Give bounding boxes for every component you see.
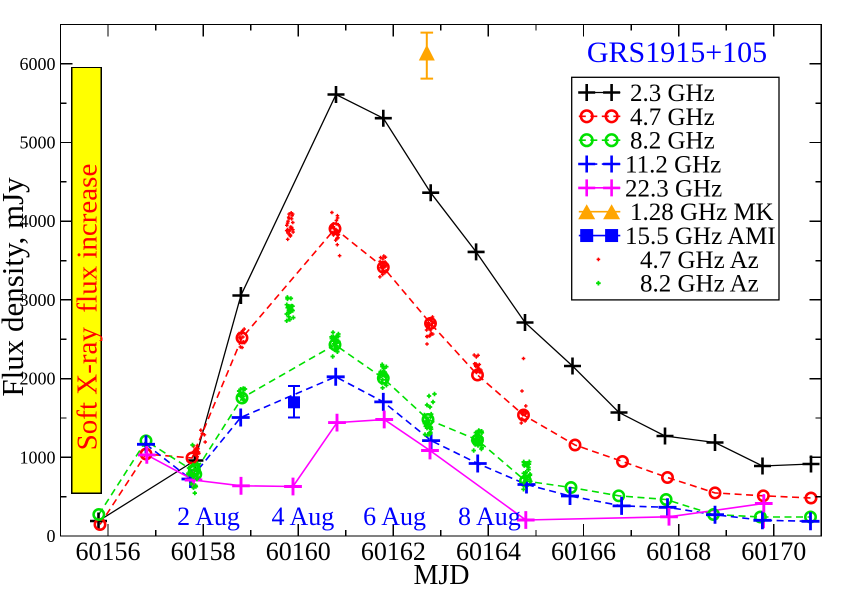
svg-text:4000: 4000	[20, 211, 56, 231]
svg-text:4.7 GHz Az: 4.7 GHz Az	[640, 247, 759, 274]
svg-text:60164: 60164	[456, 537, 521, 566]
svg-text:Flux density, mJy: Flux density, mJy	[0, 177, 30, 397]
svg-text:8.2 GHz Az: 8.2 GHz Az	[640, 271, 759, 298]
svg-text:60156: 60156	[76, 537, 141, 566]
svg-text:8.2 GHz: 8.2 GHz	[630, 128, 715, 155]
svg-text:60160: 60160	[266, 537, 331, 566]
svg-text:22.3 GHz: 22.3 GHz	[625, 175, 722, 202]
svg-text:2000: 2000	[20, 369, 56, 389]
svg-text:1.28 GHz MK: 1.28 GHz MK	[630, 199, 774, 226]
svg-text:3000: 3000	[20, 290, 56, 310]
svg-text:60158: 60158	[171, 537, 236, 566]
svg-text:MJD: MJD	[413, 560, 469, 591]
svg-text:11.2 GHz: 11.2 GHz	[625, 152, 721, 179]
svg-text:5000: 5000	[20, 133, 56, 153]
svg-text:8 Aug: 8 Aug	[458, 502, 521, 531]
svg-text:60170: 60170	[741, 537, 806, 566]
svg-text:2 Aug: 2 Aug	[177, 502, 240, 531]
svg-text:60166: 60166	[551, 537, 616, 566]
svg-text:GRS1915+105: GRS1915+105	[587, 36, 767, 69]
svg-text:1000: 1000	[20, 447, 56, 467]
svg-text:4.7 GHz: 4.7 GHz	[630, 104, 715, 131]
svg-text:6 Aug: 6 Aug	[363, 502, 426, 531]
svg-text:15.5 GHz AMI: 15.5 GHz AMI	[625, 223, 776, 250]
svg-text:60162: 60162	[361, 537, 426, 566]
svg-text:6000: 6000	[20, 54, 56, 74]
svg-text:0: 0	[47, 526, 56, 546]
svg-text:Soft X-ray flux increase: Soft X-ray flux increase	[72, 164, 104, 451]
svg-text:2.3 GHz: 2.3 GHz	[630, 80, 715, 107]
svg-text:4 Aug: 4 Aug	[271, 502, 334, 531]
svg-text:60168: 60168	[646, 537, 711, 566]
